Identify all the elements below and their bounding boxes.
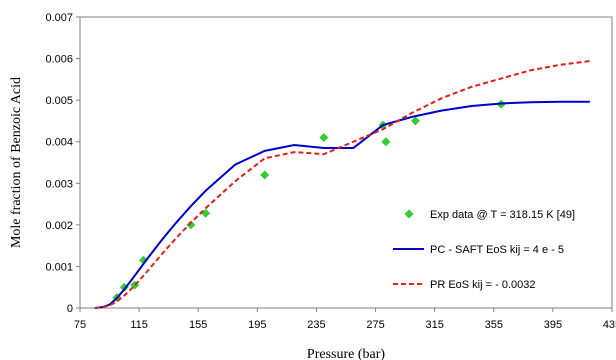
- plot-area: [79, 16, 613, 309]
- series-pc-saft-line: [94, 100, 590, 309]
- series-layer: [94, 60, 590, 309]
- x-tick-label: 195: [248, 319, 266, 331]
- x-tick-label: 275: [366, 319, 384, 331]
- y-tick-label: 0.007: [45, 12, 73, 24]
- legend: Exp data @ T = 318.15 K [49] PC - SAFT Eo…: [393, 209, 575, 291]
- legend-label: Exp data @ T = 318.15 K [49]: [430, 209, 575, 221]
- y-axis: 0 0.001 0.002 0.003 0.004 0.005 0.006 0.007: [45, 12, 80, 315]
- series-exp-data: [112, 99, 506, 303]
- y-tick-label: 0.002: [45, 220, 73, 232]
- data-point: [381, 137, 391, 147]
- legend-label: PC - SAFT EoS kij = 4 e - 5: [430, 244, 564, 256]
- plot-border: [79, 16, 613, 309]
- legend-marker: [404, 209, 414, 219]
- y-tick-label: 0.003: [45, 178, 73, 190]
- x-tick-label: 315: [425, 319, 443, 331]
- y-tick-label: 0.006: [45, 54, 73, 66]
- y-axis-title: Mole fraction of Benzoic Acid: [9, 77, 24, 248]
- x-tick-label: 155: [189, 319, 207, 331]
- y-tick-label: 0: [67, 303, 73, 315]
- legend-label: PR EoS kij = - 0.0032: [430, 279, 535, 291]
- x-tick-label: 75: [74, 319, 86, 331]
- x-tick-label: 435: [603, 319, 616, 331]
- series-pr-eos-line: [94, 60, 590, 309]
- data-point: [319, 133, 329, 143]
- y-tick-label: 0.005: [45, 95, 73, 107]
- x-tick-label: 355: [485, 319, 503, 331]
- data-point: [260, 170, 270, 180]
- x-tick-label: 395: [544, 319, 562, 331]
- x-axis-title: Pressure (bar): [307, 347, 385, 360]
- x-tick-label: 235: [307, 319, 325, 331]
- x-tick-label: 115: [130, 319, 148, 331]
- data-point: [139, 255, 149, 265]
- x-axis: 75 115 155 195 235 275 315 355 395 435: [74, 308, 616, 331]
- y-tick-label: 0.001: [45, 261, 73, 273]
- y-tick-label: 0.004: [45, 137, 73, 149]
- data-point: [186, 220, 196, 230]
- data-point: [410, 116, 420, 126]
